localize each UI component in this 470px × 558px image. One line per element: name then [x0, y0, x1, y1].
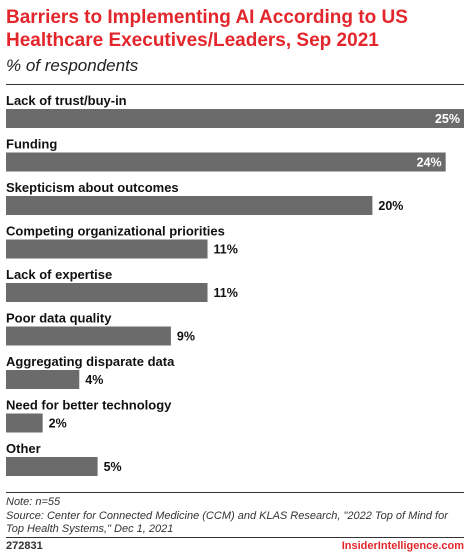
bar	[6, 152, 446, 172]
value-label: 9%	[177, 330, 195, 344]
bar	[6, 413, 43, 433]
footer-divider	[6, 492, 464, 493]
bar	[6, 196, 373, 215]
header-divider	[6, 84, 464, 85]
bottom-divider	[6, 537, 464, 538]
bar	[6, 457, 98, 476]
category-label: Lack of trust/buy-in	[6, 93, 127, 108]
value-label: 5%	[104, 460, 122, 474]
bar	[6, 109, 464, 128]
chart-subtitle: % of respondents	[6, 56, 139, 75]
category-label: Need for better technology	[6, 398, 172, 413]
category-label: Aggregating disparate data	[6, 354, 175, 369]
brand-logo: InsiderIntelligence.com	[341, 540, 464, 552]
bar	[6, 239, 208, 259]
category-label: Other	[6, 441, 41, 456]
source-note: Source: Center for Connected Medicine (C…	[6, 510, 448, 535]
chart-id: 272831	[6, 540, 43, 552]
category-label: Skepticism about outcomes	[6, 180, 179, 195]
bar	[6, 326, 171, 346]
value-label: 20%	[378, 199, 403, 213]
category-label: Competing organizational priorities	[6, 224, 225, 239]
value-label: 4%	[85, 373, 103, 387]
category-label: Funding	[6, 137, 57, 152]
footnote: Note: n=55	[6, 496, 61, 508]
bar-chart: Lack of trust/buy-in 25% Funding 24% Skeptic…	[6, 93, 464, 476]
value-label: 25%	[435, 112, 460, 126]
value-label: 11%	[214, 243, 238, 257]
category-label: Poor data quality	[6, 311, 112, 326]
value-label: 2%	[49, 417, 67, 431]
value-label: 11%	[214, 286, 238, 300]
chart-title: Barriers to Implementing AI According to…	[6, 7, 408, 51]
bar	[6, 370, 80, 389]
category-label: Lack of expertise	[6, 267, 112, 282]
bar	[6, 283, 208, 302]
value-label: 24%	[417, 156, 442, 170]
